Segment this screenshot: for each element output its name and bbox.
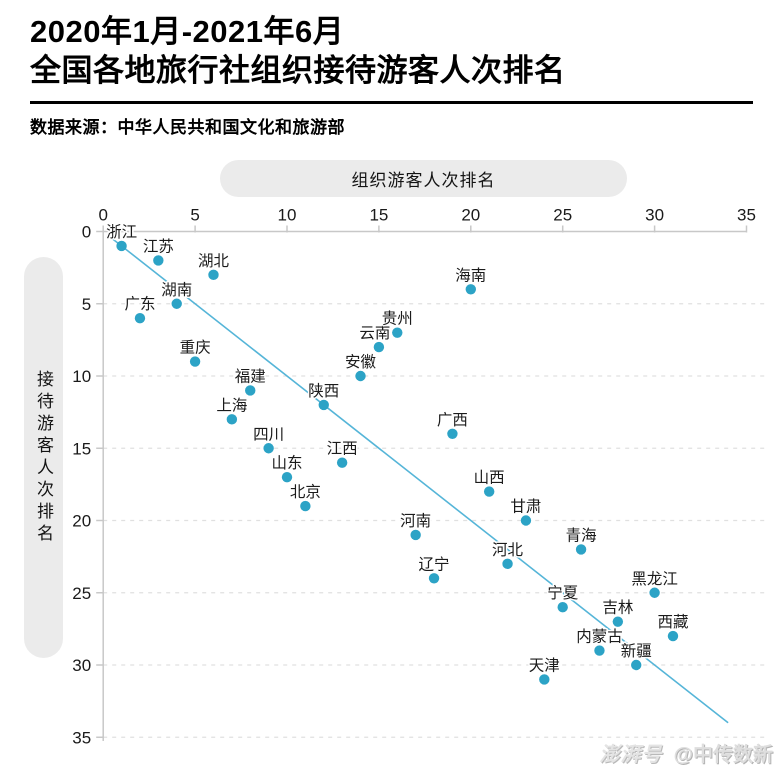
x-tick-label-10: 10: [278, 206, 297, 225]
point-江苏: [153, 255, 164, 266]
point-内蒙古: [594, 645, 605, 656]
y-tick-label-25: 25: [72, 584, 91, 603]
point-西藏: [667, 630, 679, 642]
point-北京: [300, 500, 311, 512]
x-tick-label-25: 25: [553, 206, 572, 225]
point-河南: [410, 529, 421, 541]
point-宁夏: [557, 602, 568, 613]
point-label-天津: 天津: [529, 656, 560, 674]
point-label-浙江: 浙江: [106, 223, 137, 241]
point-label-山东: 山东: [271, 454, 302, 472]
point-label-新疆: 新疆: [621, 642, 652, 660]
x-tick-label-35: 35: [737, 206, 756, 225]
point-广西: [447, 428, 458, 439]
chart-header: 2020年1月-2021年6月 全国各地旅行社组织接待游客人次排名 数据来源：中…: [30, 12, 753, 138]
point-label-河南: 河南: [400, 512, 431, 530]
x-tick-label-15: 15: [369, 206, 388, 225]
point-label-辽宁: 辽宁: [419, 555, 450, 573]
point-label-云南: 云南: [359, 324, 390, 342]
point-天津: [539, 674, 550, 685]
point-label-山西: 山西: [474, 469, 505, 487]
point-label-北京: 北京: [290, 483, 321, 501]
point-新疆: [631, 659, 642, 671]
point-label-陕西: 陕西: [308, 382, 339, 400]
y-tick-label-35: 35: [72, 728, 91, 747]
point-湖北: [208, 269, 219, 281]
point-广东: [134, 313, 146, 324]
point-福建: [245, 385, 256, 396]
point-label-广西: 广西: [437, 411, 468, 429]
point-label-上海: 上海: [216, 396, 247, 414]
point-label-黑龙江: 黑龙江: [631, 570, 678, 588]
y-tick-label-20: 20: [72, 512, 91, 531]
point-label-甘肃: 甘肃: [510, 498, 541, 516]
point-label-河北: 河北: [492, 541, 524, 559]
point-label-西藏: 西藏: [657, 613, 688, 631]
point-label-重庆: 重庆: [180, 339, 211, 357]
x-tick-label-0: 0: [98, 206, 107, 225]
point-label-贵州: 贵州: [382, 310, 413, 328]
point-label-吉林: 吉林: [602, 599, 634, 617]
page-title: 2020年1月-2021年6月 全国各地旅行社组织接待游客人次排名: [30, 12, 753, 90]
x-tick-label-30: 30: [645, 206, 664, 225]
x-tick-label-20: 20: [461, 206, 480, 225]
watermark: 澎湃号 @中传数新: [599, 738, 773, 767]
watermark-credit: @中传数新: [673, 744, 773, 766]
point-贵州: [392, 327, 403, 338]
point-上海: [226, 414, 238, 425]
point-河北: [502, 558, 513, 570]
point-山西: [483, 486, 495, 497]
point-label-青海: 青海: [566, 526, 597, 544]
point-label-江西: 江西: [327, 440, 358, 458]
x-tick-label-5: 5: [190, 206, 199, 225]
y-tick-label-30: 30: [72, 656, 91, 675]
watermark-brand: 澎湃号: [599, 744, 663, 766]
point-安徽: [355, 370, 366, 382]
point-江西: [336, 457, 348, 468]
point-label-湖南: 湖南: [161, 281, 192, 299]
point-四川: [263, 443, 274, 454]
y-tick-label-10: 10: [72, 367, 91, 386]
title-line-1: 2020年1月-2021年6月: [30, 14, 345, 49]
point-浙江: [116, 240, 127, 252]
point-黑龙江: [649, 587, 660, 598]
point-label-四川: 四川: [253, 426, 284, 443]
y-tick-label-5: 5: [82, 295, 91, 314]
point-山东: [281, 471, 293, 483]
title-divider: [30, 101, 753, 104]
point-label-安徽: 安徽: [345, 353, 377, 371]
point-label-海南: 海南: [455, 266, 486, 284]
point-海南: [465, 284, 476, 295]
point-label-广东: 广东: [124, 295, 155, 313]
y-axis-title: 接待游客人次排名: [24, 257, 63, 658]
point-label-宁夏: 宁夏: [547, 584, 579, 602]
data-source: 数据来源：中华人民共和国文化和旅游部: [30, 118, 345, 137]
point-辽宁: [428, 573, 440, 584]
point-陕西: [318, 399, 329, 411]
point-label-内蒙古: 内蒙古: [576, 628, 623, 646]
title-line-2: 全国各地旅行社组织接待游客人次排名: [30, 53, 566, 88]
point-重庆: [189, 356, 201, 367]
point-label-湖北: 湖北: [198, 252, 230, 270]
point-甘肃: [520, 515, 532, 526]
point-label-福建: 福建: [235, 367, 266, 385]
point-云南: [373, 341, 385, 353]
point-青海: [575, 544, 587, 555]
y-tick-label-0: 0: [82, 223, 91, 242]
y-tick-label-15: 15: [72, 439, 91, 458]
point-label-江苏: 江苏: [143, 237, 174, 255]
trend-line: [108, 235, 729, 724]
point-吉林: [612, 616, 624, 627]
point-湖南: [171, 298, 182, 309]
x-axis-title: 组织游客人次排名: [220, 160, 627, 197]
